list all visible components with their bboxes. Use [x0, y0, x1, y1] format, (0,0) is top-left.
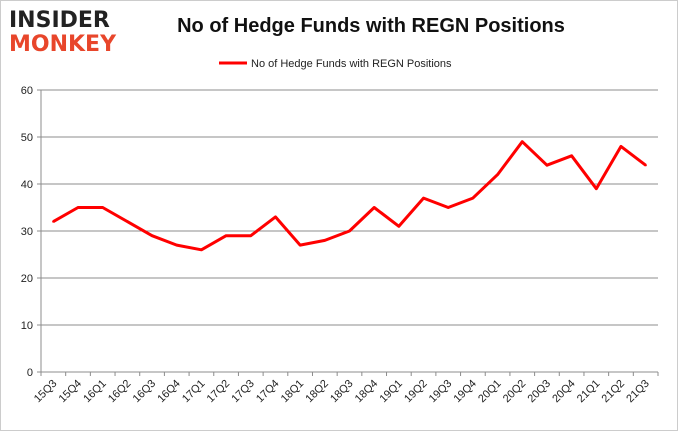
x-tick-label: 15Q4 [57, 378, 85, 406]
data-point [496, 173, 499, 176]
x-tick-label: 21Q2 [600, 378, 628, 406]
y-tick-label: 30 [21, 226, 33, 238]
x-tick-label: 18Q4 [353, 378, 381, 406]
x-tick-label: 16Q2 [106, 378, 134, 406]
insider-monkey-logo: INSIDER MONKEY [9, 9, 127, 57]
data-point [52, 220, 55, 223]
x-tick-label: 20Q3 [526, 378, 554, 406]
x-tick-label: 20Q1 [476, 378, 504, 406]
x-tick-label: 19Q4 [451, 378, 479, 406]
x-tick-label: 18Q3 [328, 378, 356, 406]
data-point [249, 234, 252, 237]
logo-line1: INSIDER [9, 8, 110, 33]
data-point [619, 145, 623, 148]
x-tick-label: 18Q1 [279, 378, 307, 406]
x-tick-label: 20Q4 [550, 378, 578, 406]
x-tick-label: 16Q3 [131, 378, 159, 406]
data-point [521, 140, 524, 143]
y-tick-label: 60 [21, 85, 33, 97]
x-tick-label: 19Q2 [402, 378, 430, 406]
data-point [422, 196, 425, 200]
x-tick-label: 21Q3 [624, 378, 652, 406]
x-tick-label: 19Q1 [377, 378, 405, 406]
data-point [545, 164, 549, 167]
x-tick-label: 19Q3 [427, 378, 455, 406]
series-line [52, 140, 647, 252]
data-point [200, 248, 203, 251]
y-tick-label: 50 [21, 132, 33, 144]
data-point [323, 239, 327, 242]
x-tick-label: 20Q2 [501, 378, 529, 406]
data-point [224, 234, 228, 237]
x-tick-label: 15Q3 [32, 378, 60, 406]
data-point [126, 220, 129, 223]
logo-line2: MONKEY [9, 32, 117, 57]
data-point [274, 215, 277, 219]
data-point [595, 187, 598, 190]
data-point [76, 206, 80, 209]
data-point [175, 243, 178, 247]
data-point [397, 225, 401, 228]
y-tick-label: 0 [27, 367, 33, 379]
chart-title: No of Hedge Funds with REGN Positions [177, 15, 565, 37]
x-tick-label: 18Q2 [303, 378, 331, 406]
x-tick-label: 17Q4 [254, 378, 282, 406]
data-point [644, 164, 647, 167]
x-tick-label: 17Q3 [229, 378, 257, 406]
y-tick-label: 20 [21, 273, 33, 285]
data-point [570, 154, 573, 157]
legend-label: No of Hedge Funds with REGN Positions [251, 58, 452, 70]
x-tick-label: 16Q4 [155, 378, 183, 406]
data-point [150, 234, 154, 237]
x-tick-label: 21Q1 [575, 378, 603, 406]
data-point [471, 196, 475, 200]
data-point [101, 206, 104, 209]
data-point [447, 206, 450, 209]
data-point [348, 229, 351, 233]
y-tick-label: 10 [21, 320, 33, 332]
y-tick-label: 40 [21, 179, 33, 191]
x-tick-label: 17Q2 [205, 378, 233, 406]
x-tick-label: 17Q1 [180, 378, 208, 406]
x-tick-label: 16Q1 [81, 378, 109, 406]
data-point [298, 243, 302, 247]
data-point [372, 206, 376, 209]
